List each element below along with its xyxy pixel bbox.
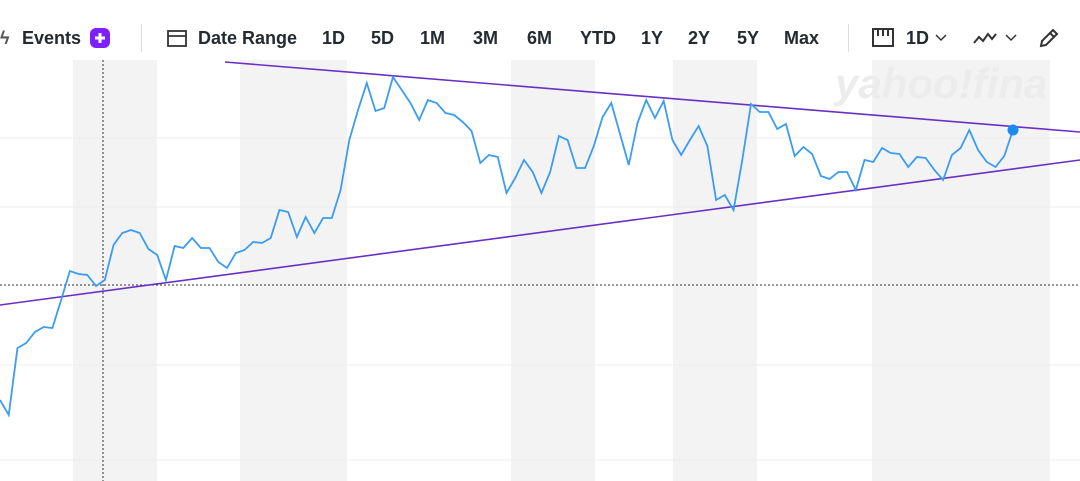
chart-type-button[interactable]: [973, 30, 1017, 46]
price-line: [0, 74, 1014, 418]
watermark: yahoo!fina: [833, 60, 1047, 107]
range-button[interactable]: 5D: [371, 28, 395, 48]
separator: [141, 24, 142, 52]
grid: [0, 137, 1080, 461]
trend-line: [224, 61, 1080, 133]
candle-icon: [872, 28, 894, 47]
calendar-icon: [167, 30, 187, 47]
range-button[interactable]: 5Y: [737, 28, 760, 48]
range-button[interactable]: 1M: [420, 28, 446, 48]
range-button[interactable]: 3M: [473, 28, 499, 48]
events-icon: ϟ: [0, 28, 10, 48]
trend-line: [0, 159, 1080, 306]
range-button[interactable]: Max: [784, 28, 820, 48]
chevron: [935, 34, 947, 42]
last-point: [1007, 124, 1019, 136]
events-button[interactable]: Events: [22, 28, 82, 48]
separator: [848, 24, 849, 52]
events-badge: [90, 28, 110, 48]
interval-button[interactable]: 1D: [906, 28, 930, 48]
range-button[interactable]: 2Y: [688, 28, 711, 48]
range-button[interactable]: YTD: [580, 28, 616, 48]
range-button[interactable]: 1Y: [641, 28, 664, 48]
time-bands: [73, 60, 1050, 481]
draw-button[interactable]: [1038, 27, 1060, 49]
toolbar: ϟ Events Date Range 1D 5D 1M 3M 6M YTD 1Y 2Y 5Y M…: [0, 0, 1080, 60]
date-range-button[interactable]: Date Range: [198, 28, 298, 48]
range-button[interactable]: 6M: [527, 28, 553, 48]
range-button[interactable]: 1D: [322, 28, 346, 48]
